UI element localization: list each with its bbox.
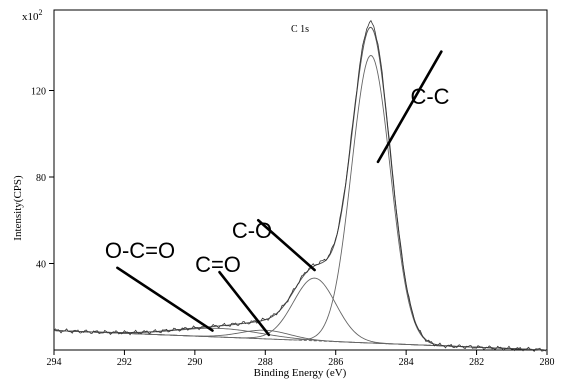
x-tick-label: 280 — [540, 357, 555, 368]
y-axis-label: Intensity(CPS) — [12, 175, 24, 241]
x-axis-label: Binding Energy (eV) — [254, 367, 347, 379]
x-tick-label: 284 — [399, 357, 414, 368]
y-tick-label: 80 — [36, 173, 46, 184]
annotation-label: C-O — [232, 218, 272, 243]
plot-frame — [53, 9, 548, 351]
y-tick-label: 40 — [36, 260, 46, 271]
y-multiplier: x102 — [22, 8, 43, 23]
annotation-leader-line — [116, 266, 214, 332]
x-tick-label: 286 — [328, 357, 343, 368]
x-tick-label: 282 — [469, 357, 484, 368]
annotation-leader-line — [376, 50, 443, 164]
x-tick-label: 290 — [187, 357, 202, 368]
x-tick-label: 288 — [258, 357, 273, 368]
annotation-label: O-C=O — [105, 238, 175, 263]
x-tick-label: 294 — [47, 357, 62, 368]
chart-title: C 1s — [291, 24, 309, 35]
y-axis-ticks: 40 80 120 — [31, 87, 54, 271]
component-peak — [53, 54, 548, 351]
raw-spectrum — [53, 19, 548, 352]
fitted-curves — [53, 19, 548, 352]
annotation-leader-line — [218, 270, 271, 337]
peak-annotations: C-C C-O C=O O-C=O — [105, 50, 450, 337]
x-axis-ticks: 294 292 290 288 286 284 282 280 — [47, 350, 555, 368]
y-tick-label: 120 — [31, 87, 46, 98]
fit-envelope — [53, 26, 548, 351]
annotation-label: C=O — [195, 252, 241, 277]
annotation-leader-line — [256, 218, 316, 272]
annotation-label: C-C — [410, 84, 449, 109]
x-tick-label: 292 — [117, 357, 132, 368]
